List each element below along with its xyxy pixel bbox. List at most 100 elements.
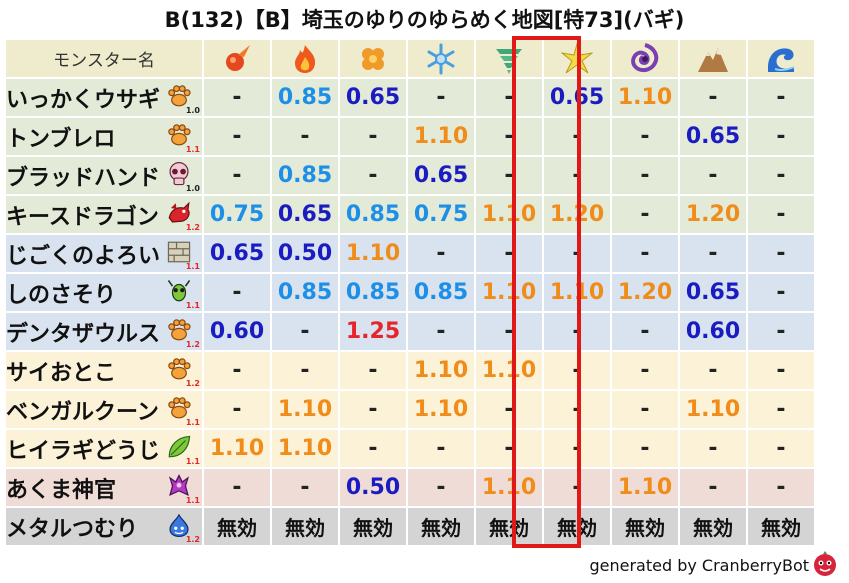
table-row: しのさそり 1.1-0.85 0.85 0.85 1.10 1.10 1.20 0.65- bbox=[6, 274, 814, 311]
resistance-value: - bbox=[272, 118, 338, 155]
monster-name: ブラッドハンド bbox=[6, 165, 161, 191]
resistance-value: 0.65 bbox=[204, 235, 270, 272]
mountain-icon bbox=[698, 47, 728, 72]
resistance-value: - bbox=[612, 196, 678, 233]
resistance-value: 0.65 bbox=[272, 196, 338, 233]
resistance-value: - bbox=[476, 313, 542, 350]
version-label: 1.2 bbox=[185, 340, 200, 349]
resistance-value: - bbox=[476, 79, 542, 116]
table-row: ブラッドハンド 1.0-0.85-0.65- - - - - bbox=[6, 157, 814, 194]
resistance-value: - bbox=[748, 430, 814, 467]
resistance-value: 0.65 bbox=[680, 274, 746, 311]
resistance-value: - bbox=[680, 469, 746, 506]
table-row: ヒイラギどうじ 1.1 1.10 1.10- - - - - - - bbox=[6, 430, 814, 467]
resistance-value: - bbox=[612, 235, 678, 272]
resistance-value: - bbox=[476, 430, 542, 467]
version-label: 1.0 bbox=[185, 106, 200, 115]
resistance-value: - bbox=[748, 157, 814, 194]
element-header-1 bbox=[204, 40, 270, 77]
monster-name-cell: あくま神官 1.1 bbox=[6, 469, 202, 506]
resistance-value: - bbox=[748, 469, 814, 506]
resistance-value: 1.10 bbox=[612, 79, 678, 116]
resistance-value: - bbox=[680, 235, 746, 272]
monster-name: トンブレロ bbox=[6, 126, 116, 152]
resistance-value: 1.10 bbox=[272, 391, 338, 428]
resistance-value: 0.65 bbox=[340, 79, 406, 116]
resistance-value: - bbox=[612, 430, 678, 467]
paw-icon bbox=[166, 122, 192, 148]
resistance-value: - bbox=[204, 352, 270, 389]
resistance-value: 無効 bbox=[204, 508, 270, 545]
resistance-value: - bbox=[748, 352, 814, 389]
resistance-value: - bbox=[204, 391, 270, 428]
resistance-value: 0.60 bbox=[204, 313, 270, 350]
monster-name-cell: メタルつむり 1.2 bbox=[6, 508, 202, 545]
cranberry-bot-logo bbox=[814, 551, 836, 576]
page-title: B(132)【B】埼玉のゆりのゆらめく地図[特73](バギ) bbox=[164, 8, 685, 32]
version-label: 1.1 bbox=[185, 301, 200, 310]
resistance-value: 1.10 bbox=[408, 118, 474, 155]
resistance-value: - bbox=[204, 274, 270, 311]
resistance-value: 1.10 bbox=[408, 352, 474, 389]
monster-name-cell: ブラッドハンド 1.0 bbox=[6, 157, 202, 194]
resistance-value: - bbox=[408, 313, 474, 350]
resistance-value: 1.10 bbox=[476, 196, 542, 233]
monster-name: デンタザウルス bbox=[6, 321, 161, 347]
resistance-value: - bbox=[340, 157, 406, 194]
resistance-value: - bbox=[340, 118, 406, 155]
resistance-value: 0.65 bbox=[408, 157, 474, 194]
resistance-value: - bbox=[340, 391, 406, 428]
resistance-value: - bbox=[680, 157, 746, 194]
monster-name: ヒイラギどうじ bbox=[6, 438, 161, 464]
resistance-value: - bbox=[340, 430, 406, 467]
resistance-value: 1.20 bbox=[680, 196, 746, 233]
element-header-3 bbox=[340, 40, 406, 77]
resistance-value: 1.20 bbox=[612, 274, 678, 311]
resistance-value: 0.75 bbox=[408, 196, 474, 233]
monster-name: いっかくウサギ bbox=[6, 87, 161, 113]
monster-name-cell: サイおとこ 1.2 bbox=[6, 352, 202, 389]
resistance-value: - bbox=[748, 118, 814, 155]
resistance-value: - bbox=[476, 235, 542, 272]
resistance-value: - bbox=[476, 391, 542, 428]
resistance-value: - bbox=[748, 196, 814, 233]
version-label: 1.0 bbox=[185, 184, 200, 193]
brick-icon bbox=[166, 239, 192, 265]
version-label: 1.1 bbox=[185, 457, 200, 466]
monster-name-cell: ベンガルクーン 1.1 bbox=[6, 391, 202, 428]
resistance-value: - bbox=[272, 313, 338, 350]
element-header-4 bbox=[408, 40, 474, 77]
resistance-value: 無効 bbox=[476, 508, 542, 545]
fire-orb-icon bbox=[226, 44, 250, 71]
monster-name-cell: しのさそり 1.1 bbox=[6, 274, 202, 311]
resistance-value: - bbox=[476, 157, 542, 194]
resistance-value: - bbox=[748, 274, 814, 311]
element-header-8 bbox=[680, 40, 746, 77]
resistance-value: - bbox=[748, 79, 814, 116]
resistance-value: - bbox=[272, 352, 338, 389]
highlight-column-frame bbox=[512, 36, 581, 548]
skull-icon bbox=[166, 161, 192, 187]
water-wave-icon bbox=[768, 47, 795, 72]
element-header-9 bbox=[748, 40, 814, 77]
monster-name-cell: じごくのよろい 1.1 bbox=[6, 235, 202, 272]
resistance-value: 0.85 bbox=[272, 79, 338, 116]
resistance-value: 1.10 bbox=[476, 469, 542, 506]
insect-icon bbox=[166, 278, 192, 304]
resistance-value: 0.75 bbox=[204, 196, 270, 233]
paw-icon bbox=[166, 395, 192, 421]
element-header-2 bbox=[272, 40, 338, 77]
resistance-value: - bbox=[408, 469, 474, 506]
table-row: デンタザウルス 1.2 0.60-1.25- - - -0.60- bbox=[6, 313, 814, 350]
resistance-value: 1.10 bbox=[272, 430, 338, 467]
resistance-value: 無効 bbox=[340, 508, 406, 545]
resistance-value: - bbox=[680, 79, 746, 116]
resistance-value: 無効 bbox=[748, 508, 814, 545]
version-label: 1.1 bbox=[185, 496, 200, 505]
monster-name: あくま神官 bbox=[6, 477, 117, 503]
resistance-value: - bbox=[476, 118, 542, 155]
resistance-value: - bbox=[204, 79, 270, 116]
resistance-value: 1.10 bbox=[680, 391, 746, 428]
version-label: 1.2 bbox=[185, 535, 200, 544]
resistance-table: モンスター名 いっかくウサギ 1.0-0.85 0.65- -0.65 1.10- - トン… bbox=[4, 38, 816, 547]
